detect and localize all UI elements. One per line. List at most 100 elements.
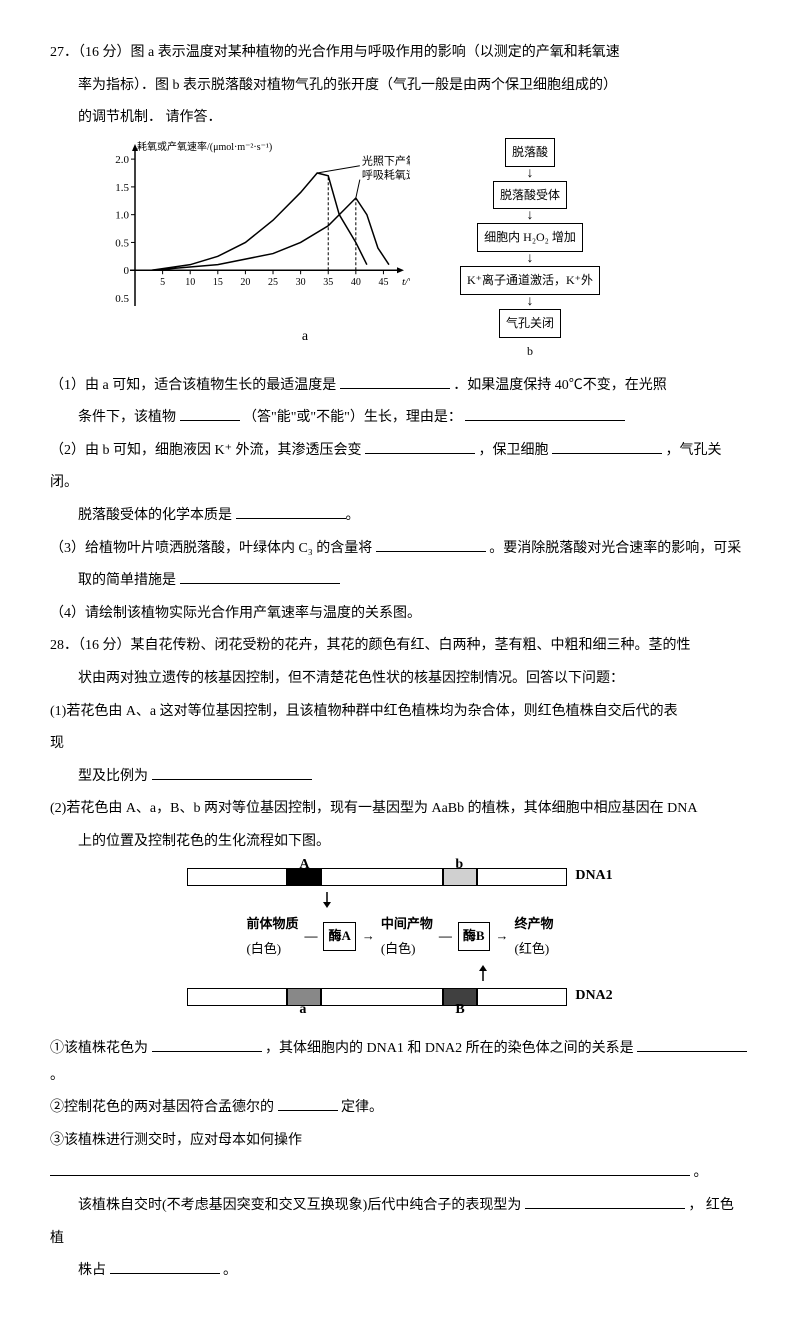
q28-p1b: 现 [50,731,750,758]
q28-s4b: ， 红色 [688,1198,734,1213]
svg-text:t/°C: t/°C [402,276,410,288]
blank-27-1b[interactable] [180,406,240,421]
blank-28-s1a[interactable] [152,1037,262,1052]
flow-arrow-2: ↓ [527,252,534,266]
q28-s1a: ①该植株花色为 [50,1041,148,1056]
svg-text:15: 15 [213,277,223,288]
q28-s4a: 该植株自交时(不考虑基因突变和交叉互换现象)后代中纯合子的表现型为 [78,1198,521,1213]
blank-28-1[interactable] [152,765,312,780]
flow-box-4: 气孔关闭 [499,309,561,338]
chart-a-label: a [200,324,410,351]
q28-p1a: (1)若花色由 A、a 这对等位基因控制，且该植物种群中红色植株均为杂合体，则红… [50,699,750,726]
blank-28-s1b[interactable] [637,1037,747,1052]
q28-p2a: (2)若花色由 A、a，B、b 两对等位基因控制，现有一基因型为 AaBb 的植… [50,796,750,823]
svg-text:20: 20 [240,277,250,288]
svg-text:1.5: 1.5 [115,182,129,194]
blank-27-3b[interactable] [180,569,340,584]
flow-label-b: b [527,340,533,363]
q28-p2b: 上的位置及控制花色的生化流程如下图。 [50,829,750,856]
blank-27-3a[interactable] [376,537,486,552]
q27-p1c: 条件下，该植物 [78,410,180,425]
label-B: B [455,997,464,1024]
blank-27-2c[interactable] [236,504,346,519]
svg-text:0: 0 [124,265,130,277]
chart-a-wrap: 00.51.01.52.00.551015202530354045t/°C耗氧或… [80,138,410,351]
svg-text:45: 45 [378,277,388,288]
dna-figure: A b DNA1 前体物质(白色) — 酶A → 中间产物(白色) — 酶B →… [50,863,750,1010]
label-dna2: DNA2 [575,983,612,1010]
dna-arrow-A [210,890,590,910]
q27-p3a: （3）给植物叶片喷洒脱落酸，叶绿体内 C₃ 的含量将 [50,541,372,556]
q27-p2b: ，保卫细胞 [479,443,549,458]
svg-text:40: 40 [351,277,361,288]
q27-p2-line1: （2）由 b 可知，细胞液因 K⁺ 外流，其渗透压会变 ，保卫细胞 ，气孔关 [50,438,750,465]
flow-box-2: 细胞内 H₂O₂ 增加 [477,223,583,252]
q27-p2a: （2）由 b 可知，细胞液因 K⁺ 外流，其渗透压会变 [50,443,362,458]
svg-text:25: 25 [268,277,278,288]
chart-a: 00.51.01.52.00.551015202530354045t/°C耗氧或… [80,138,410,328]
q28-s4-line1: 该植株自交时(不考虑基因突变和交叉互换现象)后代中纯合子的表现型为 ， 红色 [50,1193,750,1220]
q28-s2: ②控制花色的两对基因符合孟德尔的 定律。 [50,1095,750,1122]
q27-line2: 率为指标）．图 b 表示脱落酸对植物气孔的张开度（气孔一般是由两个保卫细胞组成的… [50,73,750,100]
q27-p2-line3: 脱落酸受体的化学本质是 。 [50,503,750,530]
q27-p2-line2: 闭。 [50,470,750,497]
dna1-bar: A b DNA1 [187,863,612,890]
label-a: a [299,997,306,1024]
blank-28-s4a[interactable] [525,1194,685,1209]
svg-text:光照下产氧速率: 光照下产氧速率 [362,153,410,167]
q28-p1c: 型及比例为 [78,769,148,784]
blank-28-s4b[interactable] [110,1259,220,1274]
q27-p2e: 脱落酸受体的化学本质是 [78,508,232,523]
blank-27-2b[interactable] [552,439,662,454]
q27-p1d: （答"能"或"不能"）生长，理由是： [243,410,462,425]
svg-text:呼吸耗氧速率: 呼吸耗氧速率 [362,167,410,181]
blank-28-s3[interactable] [50,1161,690,1176]
q27-p3c: 取的简单措施是 [78,573,176,588]
mid-final: 终产物(红色) [515,912,554,961]
q27-p3b: 。要消除脱落酸对光合速率的影响，可采 [489,541,741,556]
blank-27-1c[interactable] [465,406,625,421]
q28-s1b: ，其体细胞内的 DNA1 和 DNA2 所在的染色体之间的关系是 [265,1041,634,1056]
svg-text:1.0: 1.0 [115,209,129,221]
flow-arrow-3: ↓ [527,295,534,309]
mid-inter: 中间产物(白色) [381,912,433,961]
q27-line1: 27．（16 分）图 a 表示温度对某种植物的光合作用与呼吸作用的影响（以测定的… [50,40,750,67]
flow-box-0: 脱落酸 [505,138,555,167]
svg-text:0.5: 0.5 [115,237,129,249]
q27-p2c: ，气孔关 [666,443,722,458]
q28-s3b: 。 [694,1165,708,1180]
svg-text:10: 10 [185,277,195,288]
blank-27-2a[interactable] [365,439,475,454]
svg-text:耗氧或产氧速率/(μmol·m⁻²·s⁻¹): 耗氧或产氧速率/(μmol·m⁻²·s⁻¹) [137,140,272,153]
blank-28-s2[interactable] [278,1096,338,1111]
q28-s3b-line: 。 [50,1160,750,1187]
svg-text:5: 5 [160,277,165,288]
label-dna1: DNA1 [575,863,612,890]
q28-s4d: 株占 [78,1263,106,1278]
q27-p3-line1: （3）给植物叶片喷洒脱落酸，叶绿体内 C₃ 的含量将 。要消除脱落酸对光合速率的… [50,536,750,563]
flow-arrow-0: ↓ [527,167,534,181]
mid-pre: 前体物质(白色) [246,912,298,961]
blank-27-1a[interactable] [340,374,450,389]
q27-p1-line1: （1）由 a 可知，适合该植物生长的最适温度是 ．如果温度保持 40℃不变，在光… [50,373,750,400]
mid-enzB: 酶B [458,922,490,951]
q27-p1-line2: 条件下，该植物 （答"能"或"不能"）生长，理由是： [50,405,750,432]
q27-p1a: （1）由 a 可知，适合该植物生长的最适温度是 [50,378,340,393]
q27-p3-line2: 取的简单措施是 [50,568,750,595]
q27-figures: 00.51.01.52.00.551015202530354045t/°C耗氧或… [80,138,750,363]
dna2-bar: a B DNA2 [187,983,612,1010]
q27-p4: （4）请绘制该植物实际光合作用产氧速率与温度的关系图。 [50,601,750,628]
q28-s4e: 。 [223,1263,237,1278]
q28-s2a: ②控制花色的两对基因符合孟德尔的 [50,1100,274,1115]
q28-s4-line2: 植 [50,1226,750,1253]
label-A: A [299,852,309,879]
q28-s4-line3: 株占 。 [50,1258,750,1285]
q28-p1c-line: 型及比例为 [50,764,750,791]
dna-midline: 前体物质(白色) — 酶A → 中间产物(白色) — 酶B → 终产物(红色) [246,912,553,961]
q28-s3a: ③该植株进行测交时，应对母本如何操作 [50,1133,302,1148]
label-b: b [455,852,463,879]
flow-arrow-1: ↓ [527,209,534,223]
svg-text:0.5: 0.5 [115,293,129,305]
q28-s2b: 定律。 [341,1100,383,1115]
q28-line2: 状由两对独立遗传的核基因控制，但不清楚花色性状的核基因控制情况。回答以下问题： [50,666,750,693]
